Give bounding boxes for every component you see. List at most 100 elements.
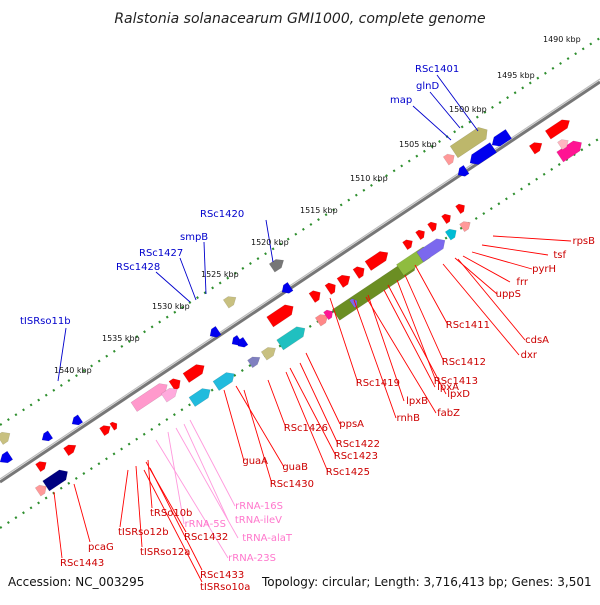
gene-forward-block [364,251,389,271]
label-leader-line [147,459,153,509]
gene-label-upps: uppS [496,289,521,300]
label-leader-line [412,105,452,141]
gene-label-tsf: tsf [553,250,566,261]
label-leader-line [235,385,285,468]
gene-reverse-block [281,281,294,294]
gene-block-purple [349,298,358,309]
label-leader-line [203,241,207,295]
gene-label-frr: frr [516,277,528,288]
gene-label-tisrso12a: tISRso12a [140,547,190,558]
label-leader-line [436,74,479,132]
label-leader-line [481,244,549,256]
gene-label-rsc1425: RSc1425 [326,467,370,478]
label-leader-line [243,389,273,485]
feature-layer [0,119,582,497]
gene-block-pink [557,139,569,151]
gene-forward-block [63,444,77,457]
gene-block-cyan [444,228,457,241]
gene-label-guaa: guaA [242,456,268,467]
gene-block-khaki [0,431,11,445]
label-leader-line [353,299,397,419]
label-leader-line [179,257,197,301]
gene-label-rrna-5s: rRNA-5S [185,519,226,530]
gene-forward-block [99,425,111,437]
gene-forward-block [336,274,351,288]
gene-label-rsc1432: RSc1432 [184,532,228,543]
gene-label-rsc1428: RSc1428 [116,262,160,273]
gene-forward-block [544,119,570,140]
gene-label-map: map [390,95,412,106]
gene-forward-block [402,239,413,251]
label-leader-line [167,431,185,525]
label-leader-line [414,264,449,326]
gene-label-lpxb: lpxB [406,396,428,407]
label-leader-line [183,423,229,521]
label-leader-line [143,469,203,583]
label-leader-line [189,419,236,507]
label-leader-line [462,255,511,283]
label-leader-line [155,439,229,559]
gene-forward-block [308,290,321,303]
accession-label: Accession: NC_003295 [8,575,144,589]
gene-label-fabz: fabZ [437,408,460,419]
kbp-tick-label: 1505 kbp [399,140,437,149]
label-leader-line [135,465,143,548]
label-leader-line [73,483,91,543]
kbp-tick-label: 1490 kbp [543,35,581,44]
kbp-tick-label: 1535 kbp [102,334,140,343]
gene-label-rsc1427: RSc1427 [139,248,183,259]
gene-label-cdsa: cdsA [525,335,549,346]
gene-label-rsc1411: RSc1411 [446,320,490,331]
kbp-tick-label: 1510 kbp [350,174,388,183]
label-leader-line [365,296,437,414]
gene-block-khaki [260,347,276,361]
gene-block-khaki [222,296,237,309]
gene-label-rpsb: rpsB [572,236,595,247]
topology-label: Topology: circular; Length: 3,716,413 bp… [261,575,592,589]
gene-reverse-block [209,325,222,338]
gene-block-cyan [276,326,306,351]
label-leader-line [329,297,359,384]
label-layer: 1490 kbp 1495 kbp 1500 kbp 1505 kbp 1510 kbp… [20,35,595,593]
kbp-tick-label: 1525 kbp [201,270,239,279]
label-leader-line [155,271,191,303]
gene-forward-block [109,421,118,431]
gene-block-purple [416,238,446,263]
gene-block-salmon [34,484,47,497]
gene-label-rsc1401: RSc1401 [415,64,459,75]
gene-label-rrna-23s: rRNA-23S [228,553,276,564]
gene-block-salmon [314,314,329,327]
label-leader-line [223,389,245,462]
gene-forward-block [182,364,205,383]
gene-forward-block [35,461,47,473]
gene-block-cyan [212,372,235,391]
gene-label-rsc1430: RSc1430 [270,479,314,490]
label-leader-line [471,251,533,270]
gene-label-rsc1420: RSc1420 [200,209,244,220]
kbp-tick-label: 1500 kbp [449,105,487,114]
gene-label-tisrso11b: tISRso11b [20,316,71,327]
rrna-block [160,388,178,403]
gene-label-rsc1413: RSc1413 [434,376,478,387]
label-leader-line [387,284,447,395]
gene-reverse-block [0,450,14,464]
gene-label-rsc1412: RSc1412 [442,357,486,368]
gene-label-lpxd: lpxD [447,389,470,400]
gene-label-smpb: smpB [180,232,208,243]
gene-block-khaki [449,127,488,159]
rrna-block [130,383,168,412]
label-leader-line [53,491,63,559]
label-leader-line [285,371,329,473]
label-leader-line [383,289,436,388]
label-leader-line [149,467,203,571]
gene-label-pyrh: pyrH [532,264,556,275]
gene-forward-block [528,142,543,155]
label-leader-line [305,352,341,425]
gene-reverse-block [491,128,513,147]
gene-label-rsc1433: RSc1433 [200,570,244,581]
label-leader-line [492,235,572,242]
label-leader-line [289,367,337,457]
label-leader-line [265,219,274,263]
label-leader-line [299,362,339,445]
